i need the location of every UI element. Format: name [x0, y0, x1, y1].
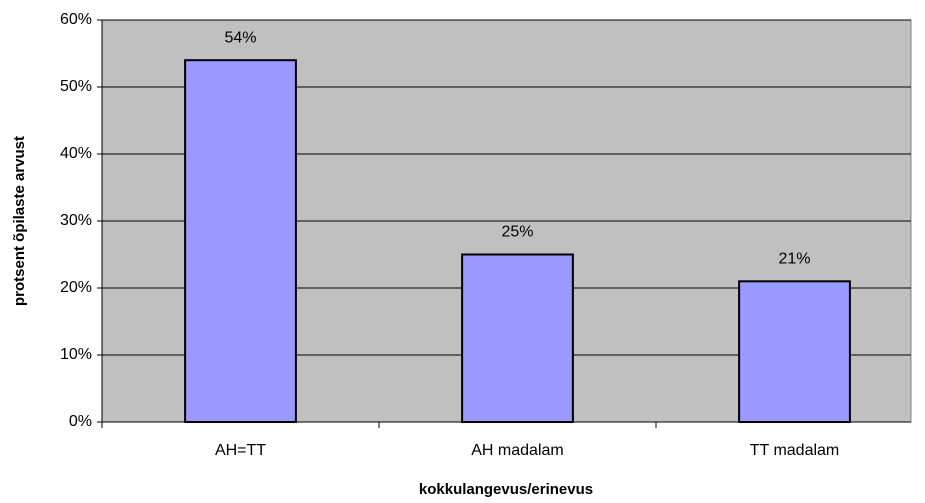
x-tick-label: AH madalam [471, 442, 563, 459]
bar [184, 59, 297, 423]
y-axis-label: protsent õpilaste arvust [11, 136, 28, 306]
y-tick-label: 30% [60, 212, 92, 229]
y-tick-label: 60% [60, 11, 92, 28]
y-tick-label: 10% [60, 346, 92, 363]
y-tick-label: 20% [60, 279, 92, 296]
x-tick-label: TT madalam [750, 442, 840, 459]
data-label: 21% [778, 251, 810, 268]
bar [738, 280, 851, 423]
y-tick-label: 0% [69, 413, 92, 430]
y-tick-label: 50% [60, 78, 92, 95]
y-tick-label: 40% [60, 145, 92, 162]
bar [461, 253, 574, 423]
x-tick-label: AH=TT [215, 442, 266, 459]
data-label: 54% [224, 29, 256, 46]
x-axis-label: kokkulangevus/erinevus [419, 481, 593, 498]
data-label: 25% [501, 224, 533, 241]
